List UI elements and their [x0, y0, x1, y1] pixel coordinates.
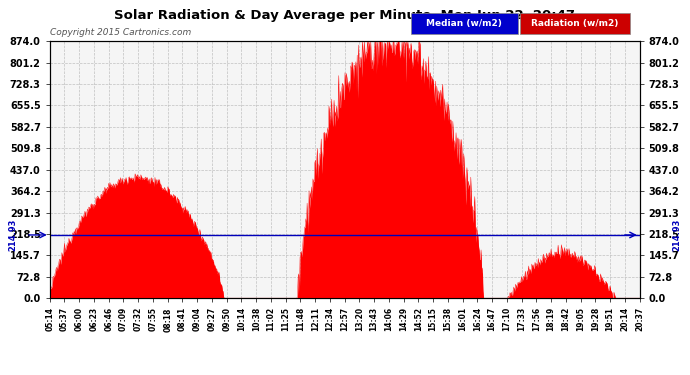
Text: Radiation (w/m2): Radiation (w/m2) — [531, 19, 618, 28]
Text: Solar Radiation & Day Average per Minute  Mon Jun 22  20:47: Solar Radiation & Day Average per Minute… — [115, 9, 575, 22]
Text: 214.93: 214.93 — [672, 219, 681, 251]
Text: 214.93: 214.93 — [8, 219, 17, 251]
Text: Median (w/m2): Median (w/m2) — [426, 19, 502, 28]
Text: Copyright 2015 Cartronics.com: Copyright 2015 Cartronics.com — [50, 28, 191, 37]
